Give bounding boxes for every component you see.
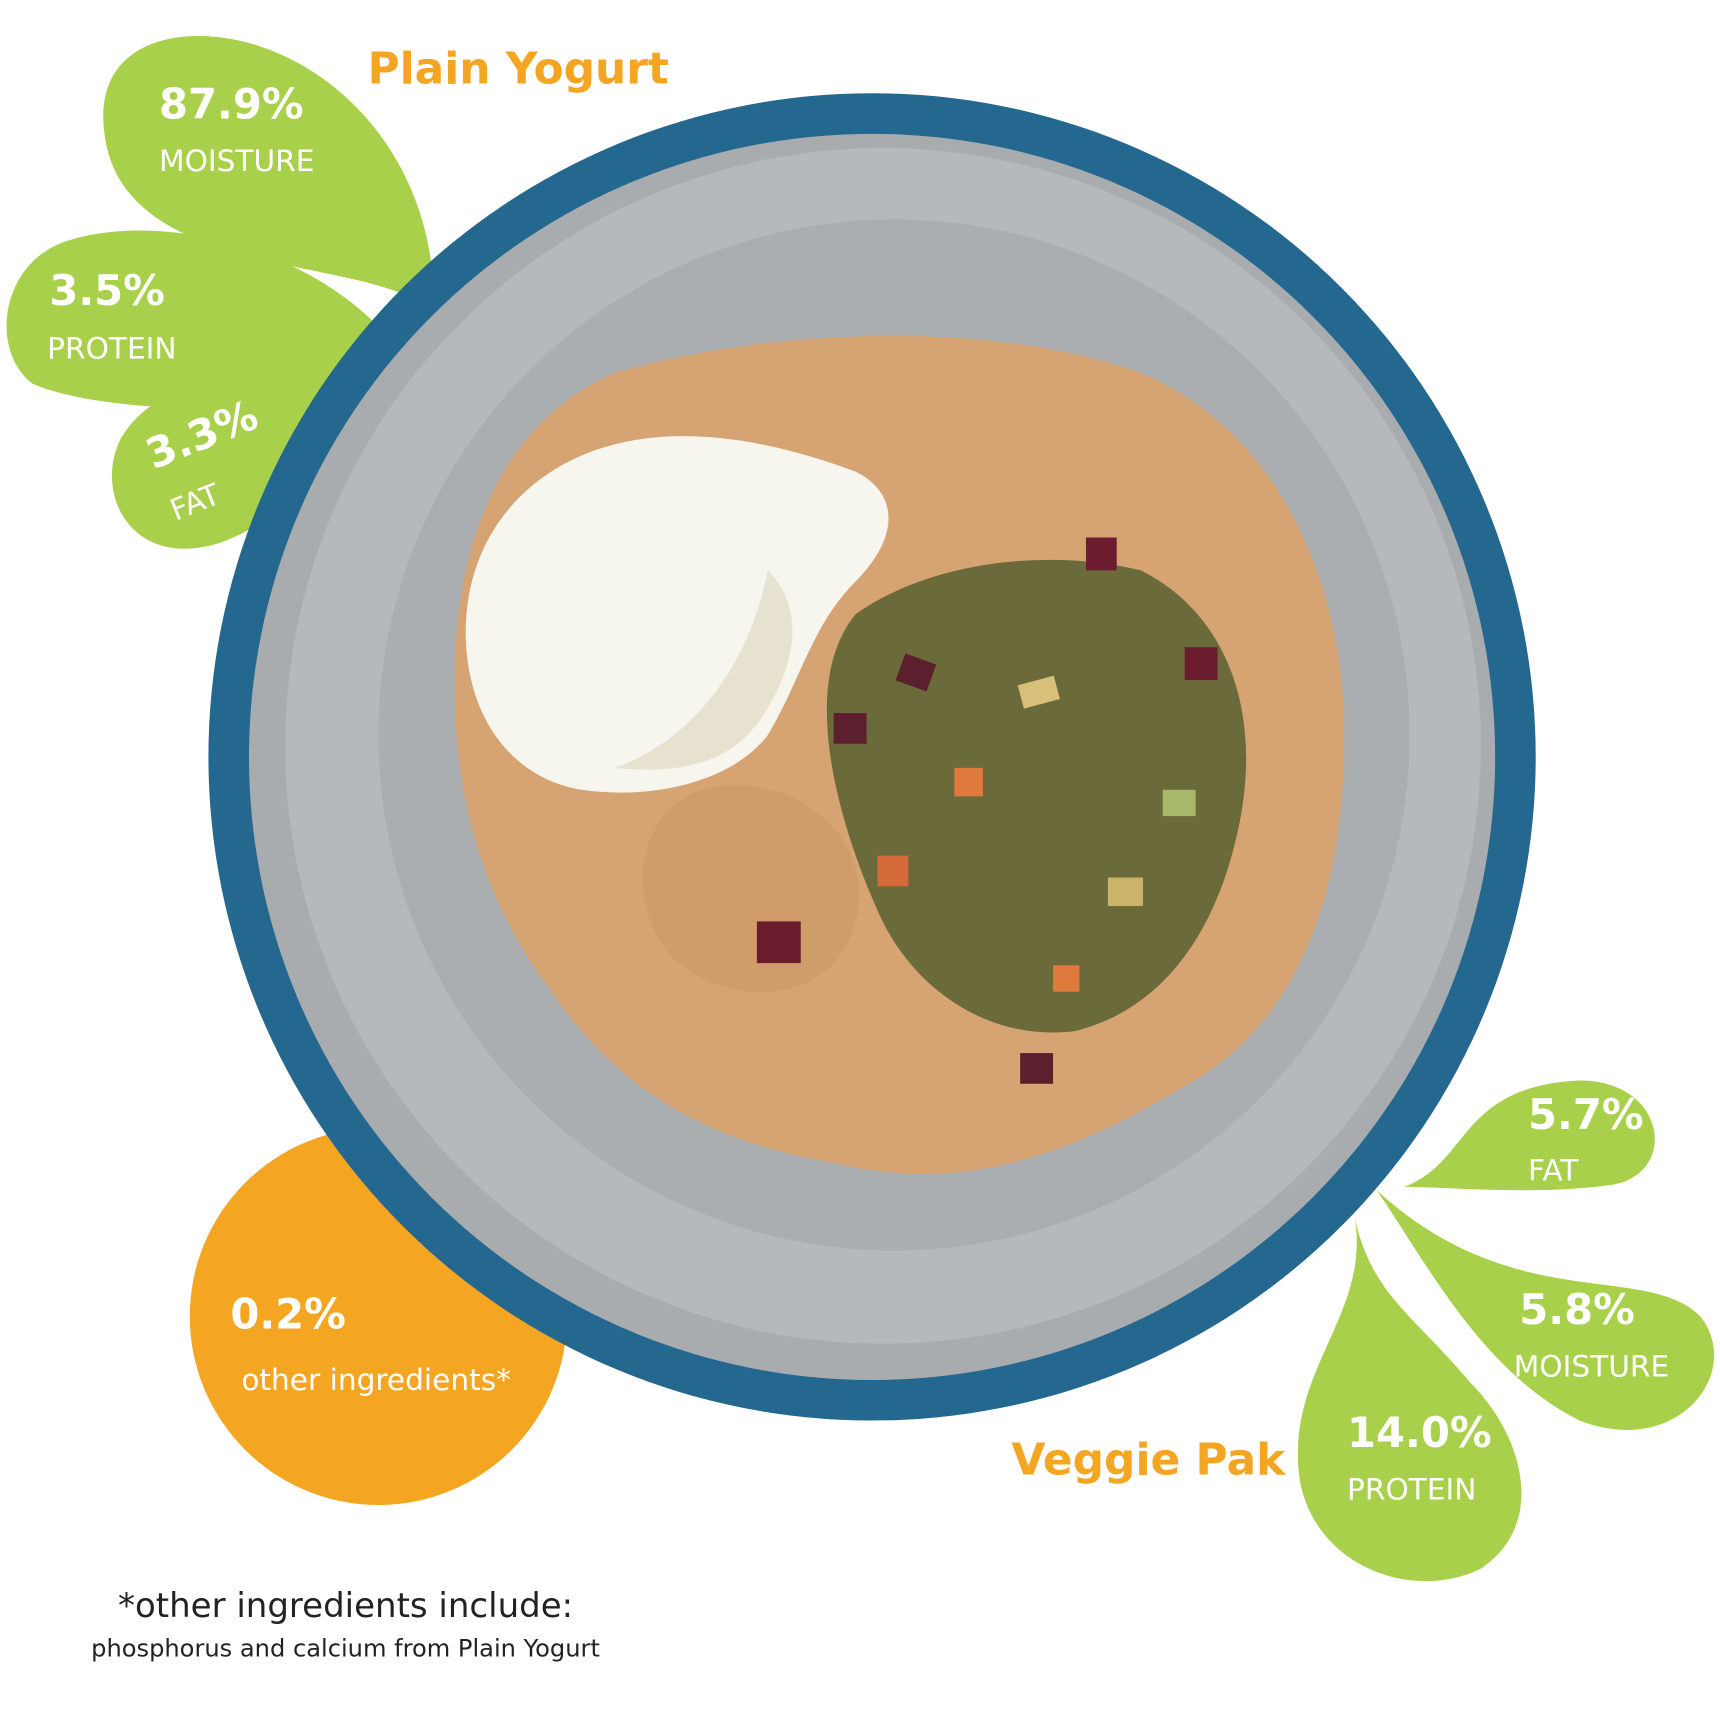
stat-label: MOISTURE: [159, 144, 314, 178]
yogurt-shadow: [614, 570, 793, 770]
veggie-pieces: [756, 537, 1218, 1084]
other-label: other ingredients*: [241, 1363, 511, 1397]
footnote-heading: *other ingredients include:: [118, 1586, 573, 1626]
stat-value: 87.9%: [159, 79, 304, 128]
stat-label: PROTEIN: [47, 332, 176, 366]
petal: [6, 230, 401, 408]
footnote-detail: phosphorus and calcium from Plain Yogurt: [91, 1634, 600, 1662]
oatmeal-shade: [642, 785, 860, 993]
yogurt: [465, 436, 889, 793]
petal: [1297, 1217, 1522, 1582]
stat-label: FAT: [1528, 1153, 1579, 1187]
petal: [1404, 1080, 1655, 1191]
veggies: [826, 559, 1247, 1033]
petal: [103, 35, 434, 313]
veggie-pak-title: Veggie Pak: [1011, 1434, 1286, 1485]
petal: [1376, 1190, 1715, 1430]
stat-value: 14.0%: [1347, 1408, 1492, 1457]
stat-value: 3.5%: [49, 266, 165, 315]
plain-yogurt-title: Plain Yogurt: [367, 43, 668, 94]
stat-label: PROTEIN: [1347, 1473, 1476, 1507]
stat-label: MOISTURE: [1514, 1350, 1669, 1384]
stat-value: 5.8%: [1519, 1285, 1635, 1334]
stat-value: 5.7%: [1528, 1090, 1644, 1139]
other-value: 0.2%: [230, 1289, 346, 1338]
